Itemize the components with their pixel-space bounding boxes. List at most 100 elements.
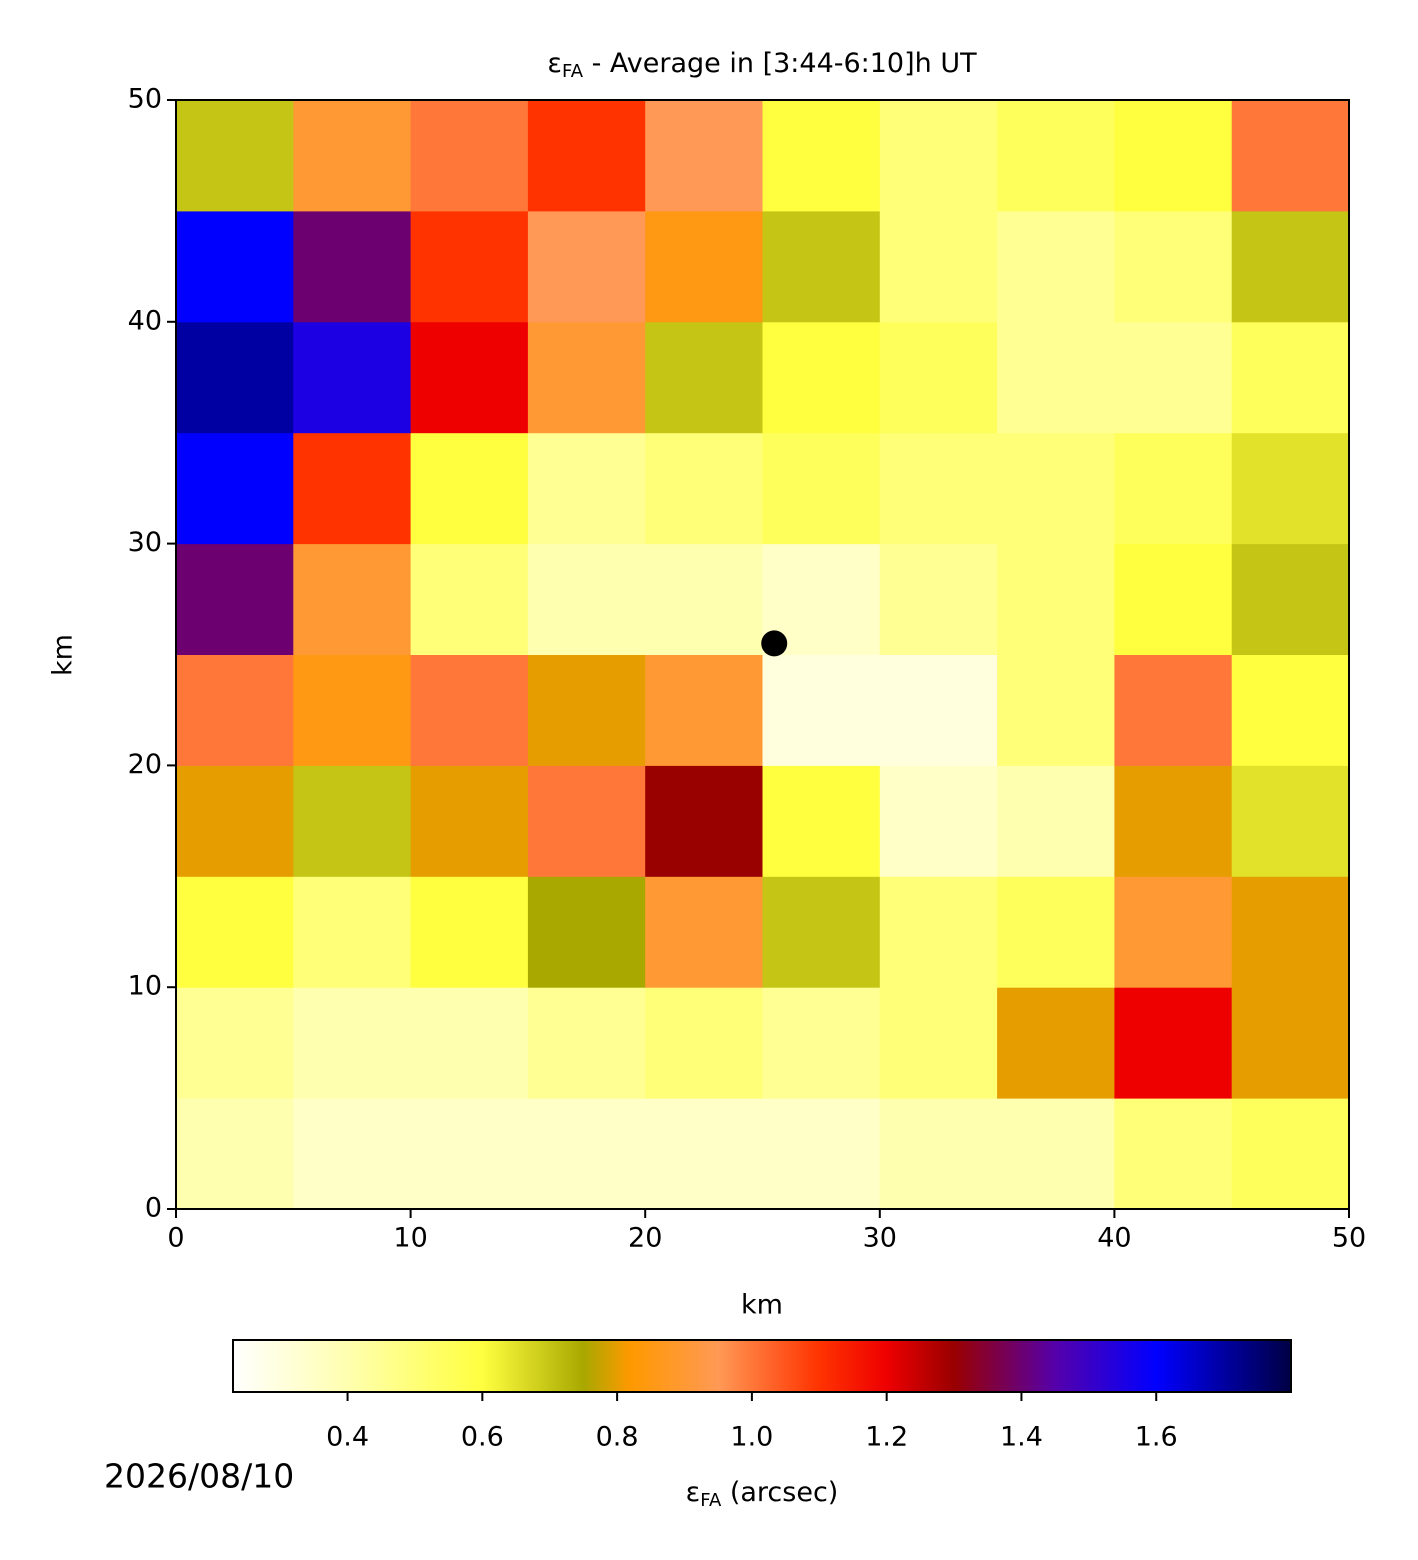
heatmap-cell xyxy=(1231,654,1350,766)
heatmap-cell xyxy=(176,100,294,212)
cb-sub: FA xyxy=(700,1490,722,1511)
heatmap-cell xyxy=(762,987,881,1099)
heatmap-cell xyxy=(176,432,294,545)
heatmap-cell xyxy=(1114,1098,1233,1210)
plot-frame xyxy=(175,99,1350,1210)
heatmap-cell xyxy=(879,100,998,212)
heatmap-cell xyxy=(176,765,294,877)
y-tick-label: 10 xyxy=(128,971,162,1002)
heatmap-cell xyxy=(293,1098,412,1210)
x-tick-label: 30 xyxy=(863,1223,897,1254)
x-tick-label: 20 xyxy=(628,1223,662,1254)
heatmap-cell xyxy=(1231,987,1350,1099)
heatmap-cell xyxy=(645,100,763,212)
heatmap-cell xyxy=(879,654,998,766)
heatmap-cell xyxy=(410,432,529,545)
heatmap-cell xyxy=(879,543,998,655)
date-label: 2026/08/10 xyxy=(104,1457,294,1496)
heatmap-cell xyxy=(527,987,646,1099)
colorbar-tick-label: 1.6 xyxy=(1135,1422,1178,1453)
heatmap-cell xyxy=(410,543,529,655)
heatmap-cell xyxy=(997,876,1115,988)
heatmap-cell xyxy=(527,321,646,434)
y-axis-label: km xyxy=(48,634,79,676)
heatmap-cell xyxy=(176,987,294,1099)
heatmap-cell xyxy=(645,654,763,766)
heatmap-cell xyxy=(997,321,1115,434)
colorbar-tick-label: 0.4 xyxy=(326,1422,369,1453)
heatmap-cell xyxy=(293,987,412,1099)
heatmap-cell xyxy=(879,987,998,1099)
heatmap-cell xyxy=(1231,876,1350,988)
heatmap-cell xyxy=(1114,100,1233,212)
cb-rest: (arcsec) xyxy=(721,1477,838,1508)
heatmap-cell xyxy=(997,654,1115,766)
colorbar-tick-label: 1.4 xyxy=(1000,1422,1043,1453)
heatmap-cell xyxy=(762,876,881,988)
heatmap-cell xyxy=(293,100,412,212)
heatmap-cell xyxy=(527,100,646,212)
heatmap-cell xyxy=(293,765,412,877)
heatmap-cell xyxy=(645,876,763,988)
heatmap-cell xyxy=(527,654,646,766)
heatmap-cell xyxy=(645,765,763,877)
heatmap-cell xyxy=(176,543,294,655)
heatmap-cell xyxy=(879,876,998,988)
heatmap-cell xyxy=(527,432,646,545)
heatmap-cell xyxy=(997,1098,1115,1210)
heatmap-cell xyxy=(410,210,529,323)
heatmap-cell xyxy=(1114,765,1233,877)
heatmap-cell xyxy=(645,432,763,545)
y-tick-label: 50 xyxy=(128,84,162,115)
heatmap-cell xyxy=(1114,432,1233,545)
heatmap-cell xyxy=(1231,100,1350,212)
heatmap-cell xyxy=(410,100,529,212)
heatmap-cell xyxy=(1114,321,1233,434)
heatmap-cell xyxy=(176,1098,294,1210)
x-tick-label: 50 xyxy=(1332,1223,1366,1254)
y-tick-label: 20 xyxy=(128,749,162,780)
heatmap-cell xyxy=(176,210,294,323)
heatmap-cell xyxy=(1114,876,1233,988)
cb-symbol: ε xyxy=(686,1477,701,1508)
colorbar-label: εFA (arcsec) xyxy=(686,1477,839,1512)
heatmap-cell xyxy=(527,876,646,988)
heatmap-cell xyxy=(293,432,412,545)
heatmap-cell xyxy=(1114,987,1233,1099)
heatmap-cell xyxy=(1114,210,1233,323)
chart-title: εFA - Average in [3:44-6:10]h UT xyxy=(547,48,977,83)
heatmap-cell xyxy=(293,876,412,988)
x-tick-label: 0 xyxy=(167,1223,184,1254)
heatmap-cell xyxy=(879,432,998,545)
heatmap-cell xyxy=(293,543,412,655)
heatmap-cell xyxy=(762,210,881,323)
heatmap-cell xyxy=(1231,321,1350,434)
title-sub: FA xyxy=(562,61,584,82)
site-marker xyxy=(761,630,788,657)
heatmap-cell xyxy=(293,321,412,434)
heatmap-cell xyxy=(1231,765,1350,877)
heatmap-cell xyxy=(997,987,1115,1099)
colorbar-tick-label: 1.0 xyxy=(730,1422,773,1453)
heatmap-cell xyxy=(879,765,998,877)
colorbar-tick-label: 0.6 xyxy=(461,1422,504,1453)
heatmap-cell xyxy=(762,321,881,434)
colorbar-tick-label: 1.2 xyxy=(865,1422,908,1453)
heatmap-cell xyxy=(1231,1098,1350,1210)
heatmap-cell xyxy=(176,654,294,766)
heatmap-cell xyxy=(176,876,294,988)
heatmap-cell xyxy=(410,654,529,766)
heatmap-cell xyxy=(527,765,646,877)
heatmap-cell xyxy=(527,543,646,655)
heatmap-cell xyxy=(1114,543,1233,655)
heatmap-cell xyxy=(527,210,646,323)
heatmap-cell xyxy=(879,210,998,323)
y-tick-label: 40 xyxy=(128,305,162,336)
title-rest: - Average in [3:44-6:10]h UT xyxy=(583,48,977,79)
heatmap-cell xyxy=(645,987,763,1099)
heatmap-cell xyxy=(762,100,881,212)
heatmap-cell xyxy=(879,1098,998,1210)
heatmap-cell xyxy=(1114,654,1233,766)
heatmap-cell xyxy=(997,100,1115,212)
heatmap-cell xyxy=(410,321,529,434)
